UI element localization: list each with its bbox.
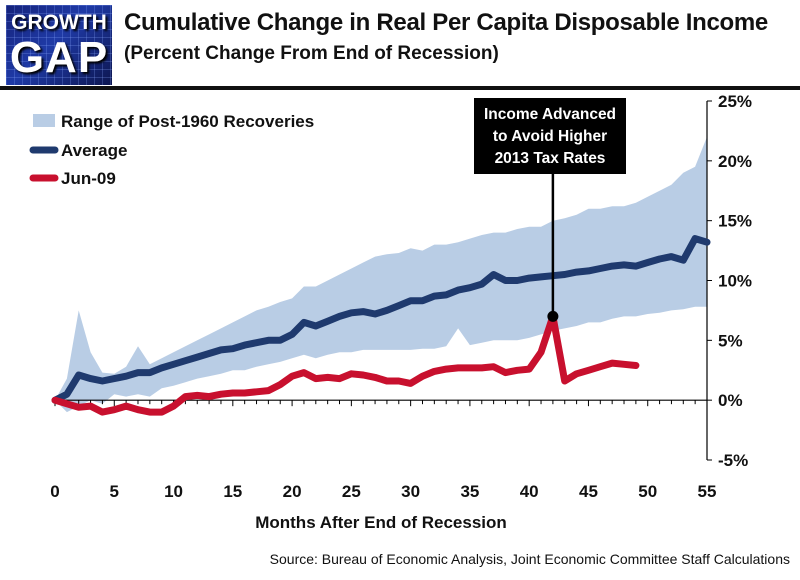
annotation-marker [547,310,559,322]
annotation: Income Advanced to Avoid Higher 2013 Tax R… [474,98,626,322]
y-tick-label: 10% [718,272,752,291]
chart-subtitle: (Percent Change From End of Recession) [124,43,499,64]
x-tick-label: 15 [223,482,242,501]
x-tick-label: 50 [638,482,657,501]
annotation-text-line: 2013 Tax Rates [495,150,606,167]
x-tick-label: 45 [579,482,598,501]
x-tick-label: 55 [698,482,717,501]
legend-label: Jun-09 [61,169,116,188]
annotation-text-line: Income Advanced [484,106,616,123]
x-tick-label: 20 [283,482,302,501]
y-tick-label: 25% [718,92,752,111]
y-tick-label: 5% [718,331,743,350]
axes-layer: -5% 0% 5% 10% 15% 20% 25% 0 5 10 15 20 25 30 35 40 45 50 5… [50,92,752,501]
legend: Range of Post-1960 Recoveries Average Jun-… [29,112,314,188]
x-axis-label: Months After End of Recession [255,513,507,532]
y-tick-label: -5% [718,451,748,470]
logo-grid-background [6,5,112,85]
header-divider [0,86,800,90]
x-tick-label: 35 [460,482,479,501]
series-layer [51,235,711,416]
legend-swatch-range [33,114,55,127]
x-tick-label: 5 [110,482,119,501]
x-tick-label: 40 [520,482,539,501]
logo-line-2: GAP [9,33,109,82]
chart-title: Cumulative Change in Real Per Capita Dis… [124,9,768,36]
series-line-jun-09 [51,312,640,416]
source-note: Source: Bureau of Economic Analysis, Joi… [269,551,790,567]
y-tick-label: 15% [718,212,752,231]
x-tick-label: 25 [342,482,361,501]
x-tick-label: 10 [164,482,183,501]
series-line-average [51,235,711,404]
x-tick-label: 30 [401,482,420,501]
annotation-text-line: to Avoid Higher [493,128,607,145]
x-tick-label: 0 [50,482,59,501]
legend-label: Average [61,141,127,160]
legend-label: Range of Post-1960 Recoveries [61,112,314,131]
range-band-area [55,136,707,413]
growth-gap-logo: GROWTH GAP [6,5,112,85]
range-band-layer [55,136,707,413]
y-tick-label: 20% [718,152,752,171]
y-tick-label: 0% [718,391,743,410]
annotation-box [474,98,626,174]
logo-line-1: GROWTH [11,11,107,34]
